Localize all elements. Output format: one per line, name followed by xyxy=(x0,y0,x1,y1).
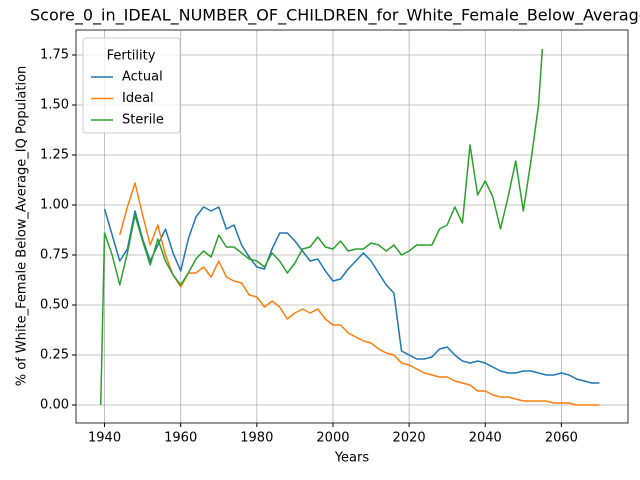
legend-title: Fertility xyxy=(107,49,156,64)
legend: Fertility Actual Ideal Sterile xyxy=(82,37,181,134)
plot-frame xyxy=(75,29,629,424)
y-tick-label: 1.50 xyxy=(40,98,69,113)
x-tick-label: 2040 xyxy=(469,431,502,446)
line xyxy=(99,48,544,406)
y-axis-label: % of White_Female Below_Average_IQ Popul… xyxy=(15,66,30,387)
line xyxy=(103,206,600,384)
y-tick-label: 0.25 xyxy=(40,348,69,363)
legend-label: Ideal xyxy=(122,91,154,106)
line xyxy=(119,182,600,406)
y-tick-label: 1.25 xyxy=(40,148,69,163)
y-tick-label: 0.50 xyxy=(40,298,69,313)
x-tick-label: 1940 xyxy=(88,431,121,446)
x-tick-label: 2000 xyxy=(316,431,349,446)
x-tick-label: 2060 xyxy=(545,431,578,446)
legend-label: Actual xyxy=(122,70,163,85)
legend-box xyxy=(82,37,181,134)
y-tick-label: 0.75 xyxy=(40,248,69,263)
legend-label: Sterile xyxy=(122,113,164,128)
y-tick-label: 1.00 xyxy=(40,198,69,213)
x-axis-label: Years xyxy=(334,451,370,466)
x-tick-label: 1960 xyxy=(164,431,197,446)
y-tick-label: 0.00 xyxy=(40,398,69,413)
chart-title: Score_0_in_IDEAL_NUMBER_OF_CHILDREN_for_… xyxy=(30,6,640,26)
x-tick-label: 1980 xyxy=(240,431,273,446)
y-tick-label: 1.75 xyxy=(40,48,69,63)
x-tick-label: 2020 xyxy=(393,431,426,446)
